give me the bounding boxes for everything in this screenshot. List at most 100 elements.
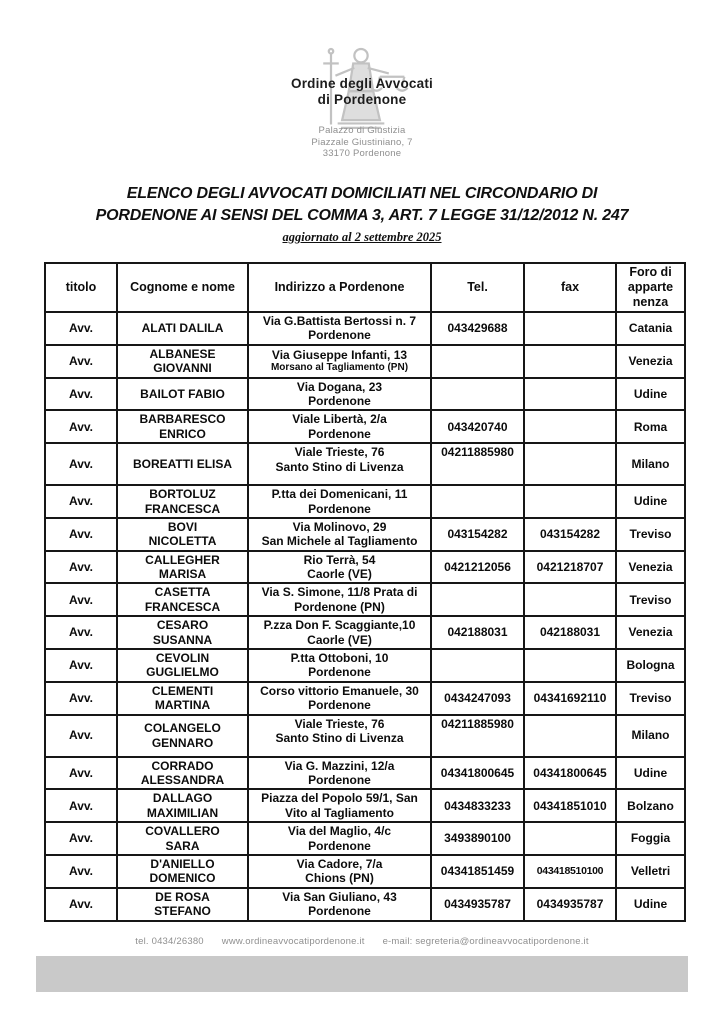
address-cell: Via Cadore, 7/a Chions (PN) (247, 853, 432, 889)
foro-cell: Udine (615, 886, 686, 922)
titolo-cell: Avv. (44, 376, 118, 412)
foro-cell: Treviso (615, 680, 686, 716)
address-cell: P.zza Don F. Scaggiante,10 Caorle (VE) (247, 615, 432, 651)
titolo-cell: Avv. (44, 821, 118, 856)
tel-cell: 04341851459 (430, 853, 525, 889)
lawyers-table-body: Avv. ALATI DALILA Via G.Battista Bertoss… (44, 311, 686, 922)
name-cell: D'ANIELLO DOMENICO (116, 853, 249, 889)
table-row: Avv. BORTOLUZ FRANCESCA P.tta dei Domeni… (44, 484, 686, 519)
tel-cell: 043429688 (430, 311, 525, 346)
tel-cell: 042188031 (430, 615, 525, 651)
footer-gray-bar (36, 956, 688, 992)
titolo-cell: Avv. (44, 516, 118, 552)
header-tel: Tel. (430, 262, 525, 313)
page-title-line1: ELENCO DEGLI AVVOCATI DOMICILIATI NEL CI… (126, 185, 598, 202)
address-cell: Viale Trieste, 76 Santo Stino di Livenza (247, 713, 432, 758)
titolo-cell: Avv. (44, 442, 118, 487)
table-header: titolo Cognome e nome Indirizzo a Porden… (44, 262, 686, 313)
tel-cell: 0421212056 (430, 549, 525, 585)
titolo-cell: Avv. (44, 311, 118, 346)
fax-cell: 0434935787 (523, 886, 617, 922)
foro-cell: Milano (615, 442, 686, 487)
name-cell: BOVI NICOLETTA (116, 516, 249, 552)
organization-address: Palazzo di Giustizia Piazzale Giustinian… (311, 125, 413, 160)
tel-cell (430, 582, 525, 618)
titolo-cell: Avv. (44, 409, 118, 445)
address-cell: Viale Libertà, 2/a Pordenone (247, 409, 432, 445)
header-foro: Foro di apparte nenza (615, 262, 686, 313)
fax-cell (523, 311, 617, 346)
address-cell: Rio Terrà, 54 Caorle (VE) (247, 549, 432, 585)
table-row: Avv. CASETTA FRANCESCA Via S. Simone, 11… (44, 582, 686, 618)
fax-cell: 042188031 (523, 615, 617, 651)
titolo-cell: Avv. (44, 484, 118, 519)
tel-cell: 04211885980 (430, 713, 525, 758)
page-title-line2: PORDENONE AI SENSI DEL COMMA 3, ART. 7 L… (95, 207, 629, 225)
foro-cell: Udine (615, 755, 686, 791)
table-row: Avv. CORRADO ALESSANDRA Via G. Mazzini, … (44, 755, 686, 791)
titolo-cell: Avv. (44, 648, 118, 683)
address-cell: Via G. Mazzini, 12/a Pordenone (247, 755, 432, 791)
table-row: Avv. COVALLERO SARA Via del Maglio, 4/c … (44, 821, 686, 856)
footer-email: e-mail: segreteria@ordineavvocatipordeno… (382, 936, 589, 947)
header-cognome-nome: Cognome e nome (116, 262, 249, 313)
fax-cell (523, 442, 617, 487)
tel-cell: 3493890100 (430, 821, 525, 856)
fax-cell (523, 376, 617, 412)
name-cell: BOREATTI ELISA (116, 442, 249, 487)
foro-cell: Catania (615, 311, 686, 346)
name-cell: CESARO SUSANNA (116, 615, 249, 651)
address-cell: Corso vittorio Emanuele, 30 Pordenone (247, 680, 432, 716)
tel-cell (430, 648, 525, 683)
foro-cell: Venezia (615, 549, 686, 585)
address-cell: Via Molinovo, 29 San Michele al Tagliame… (247, 516, 432, 552)
fax-cell (523, 343, 617, 379)
address-cell: P.tta Ottoboni, 10 Pordenone (247, 648, 432, 683)
table-row: Avv. CALLEGHER MARISA Rio Terrà, 54 Caor… (44, 549, 686, 585)
name-cell: DE ROSA STEFANO (116, 886, 249, 922)
address-cell: Via Giuseppe Infanti, 13 Morsano al Tagl… (247, 343, 432, 379)
foro-cell: Bologna (615, 648, 686, 683)
name-cell: BORTOLUZ FRANCESCA (116, 484, 249, 519)
address-cell: Via S. Simone, 11/8 Prata di Pordenone (… (247, 582, 432, 618)
address-cell: Via G.Battista Bertossi n. 7 Pordenone (247, 311, 432, 346)
foro-cell: Roma (615, 409, 686, 445)
header-indirizzo: Indirizzo a Pordenone (247, 262, 432, 313)
foro-cell: Velletri (615, 853, 686, 889)
name-cell: DALLAGO MAXIMILIAN (116, 788, 249, 824)
titolo-cell: Avv. (44, 582, 118, 618)
address-cell: P.tta dei Domenicani, 11 Pordenone (247, 484, 432, 519)
table-row: Avv. BOVI NICOLETTA Via Molinovo, 29 San… (44, 516, 686, 552)
footer-tel: tel. 0434/26380 (135, 936, 204, 947)
fax-cell: 0421218707 (523, 549, 617, 585)
logo-block: Ordine degli Avvocati di Pordenone Palaz… (0, 42, 724, 162)
table-row: Avv. CEVOLIN GUGLIELMO P.tta Ottoboni, 1… (44, 648, 686, 683)
table-row: Avv. BARBARESCO ENRICO Viale Libertà, 2/… (44, 409, 686, 445)
tel-cell (430, 376, 525, 412)
table-row: Avv. DALLAGO MAXIMILIAN Piazza del Popol… (44, 788, 686, 824)
name-cell: COVALLERO SARA (116, 821, 249, 856)
foro-cell: Milano (615, 713, 686, 758)
header-fax: fax (523, 262, 617, 313)
name-cell: CALLEGHER MARISA (116, 549, 249, 585)
name-cell: CEVOLIN GUGLIELMO (116, 648, 249, 683)
justice-statue-icon (323, 47, 409, 129)
fax-cell (523, 409, 617, 445)
table-row: Avv. D'ANIELLO DOMENICO Via Cadore, 7/a … (44, 853, 686, 889)
titolo-cell: Avv. (44, 680, 118, 716)
titolo-cell: Avv. (44, 713, 118, 758)
table-row: Avv. COLANGELO GENNARO Viale Trieste, 76… (44, 713, 686, 758)
name-cell: CORRADO ALESSANDRA (116, 755, 249, 791)
fax-cell (523, 713, 617, 758)
name-cell: BARBARESCO ENRICO (116, 409, 249, 445)
address-cell: Via del Maglio, 4/c Pordenone (247, 821, 432, 856)
titolo-cell: Avv. (44, 343, 118, 379)
titolo-cell: Avv. (44, 886, 118, 922)
lawyers-table: titolo Cognome e nome Indirizzo a Porden… (44, 262, 686, 922)
titolo-cell: Avv. (44, 853, 118, 889)
table-row: Avv. CLEMENTI MARTINA Corso vittorio Ema… (44, 680, 686, 716)
fax-cell: 04341851010 (523, 788, 617, 824)
tel-cell: 04211885980 (430, 442, 525, 487)
page-title: ELENCO DEGLI AVVOCATI DOMICILIATI NEL CI… (20, 183, 704, 227)
